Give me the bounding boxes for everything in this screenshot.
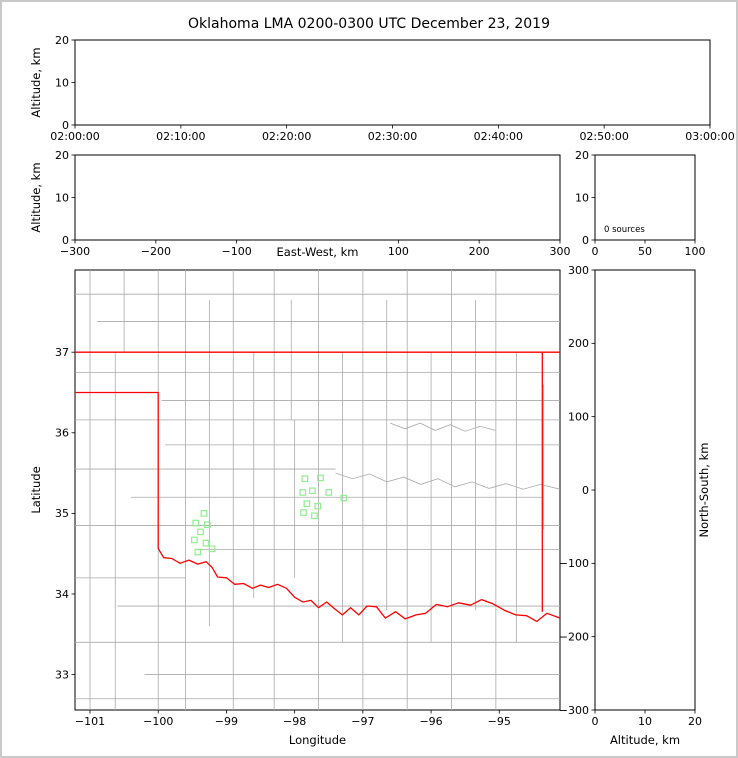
map-x-tick-label: −98 — [283, 715, 306, 728]
map-y-tick-label: 36 — [55, 427, 69, 440]
ns_height-x-tick-label: 20 — [688, 715, 702, 728]
ew_height-x-tick-label: 300 — [550, 245, 571, 258]
ns_height-y-tick-label: −300 — [559, 704, 589, 717]
ew_height-frame — [74, 154, 561, 241]
map-x-tick-label: −101 — [75, 715, 105, 728]
lma-station-marker — [317, 474, 324, 482]
lma-station-marker — [191, 536, 198, 544]
ew_height-y-tick-label: 0 — [62, 234, 69, 247]
county-boundary-river-line — [335, 472, 560, 490]
lma-station-marker — [200, 510, 208, 517]
lma-station-marker — [203, 521, 211, 529]
ns_height-y-tick-label: −100 — [559, 557, 589, 570]
time_height-y-tick-label: 20 — [55, 34, 69, 47]
lma-station-marker — [303, 500, 311, 508]
ns_height-y-tick-label: 100 — [568, 410, 589, 423]
lma-station-marker — [197, 528, 204, 536]
ns_height-y-tick-label: 0 — [582, 484, 589, 497]
time_height-x-tick-label: 02:40:00 — [474, 130, 523, 143]
map-layer — [75, 270, 560, 710]
time_height-y-tick-label: 10 — [55, 76, 69, 89]
map-y-tick-label: 35 — [55, 507, 69, 520]
ns_height-x-tick-label: 0 — [592, 715, 599, 728]
ew_height-x-tick-label: −300 — [60, 245, 90, 258]
lma-station-marker — [300, 509, 307, 516]
map-x-tick-label: −100 — [143, 715, 173, 728]
ns-height-xlabel: Altitude, km — [610, 733, 680, 747]
lma-station-marker — [192, 519, 200, 527]
lma-station-marker — [194, 548, 202, 556]
county-boundary-river-line — [389, 422, 496, 432]
ns_height-y-tick-label: −200 — [559, 630, 589, 643]
lma-station-marker — [314, 502, 322, 510]
figure-title: Oklahoma LMA 0200-0300 UTC December 23, … — [188, 16, 550, 32]
time_height-x-tick-label: 02:20:00 — [262, 130, 311, 143]
ew_height-y-tick-label: 10 — [55, 191, 69, 204]
lma-station-marker — [309, 487, 316, 495]
time_height-x-tick-label: 02:30:00 — [368, 130, 417, 143]
map-x-tick-label: −96 — [419, 715, 442, 728]
hist-y-tick-label: 0 — [582, 234, 589, 247]
lma-station-marker — [325, 489, 333, 496]
hist-y-tick-label: 10 — [575, 191, 589, 204]
hist-x-tick-label: 100 — [685, 245, 706, 258]
time_height-frame — [74, 39, 711, 126]
ns_height-frame — [594, 269, 696, 711]
ns_height-y-tick-label: 200 — [568, 337, 589, 350]
map-y-tick-label: 33 — [55, 668, 69, 681]
ew-height-ylabel: Altitude, km — [29, 162, 43, 232]
time_height-x-tick-label: 02:00:00 — [50, 130, 99, 143]
ew_height-x-tick-label: −200 — [141, 245, 171, 258]
time_height-x-tick-label: 03:00:00 — [685, 130, 734, 143]
hist-x-tick-label: 0 — [592, 245, 599, 258]
hist-x-tick-label: 50 — [638, 245, 652, 258]
time_height-x-tick-label: 02:10:00 — [156, 130, 205, 143]
ns-height-ylabel: North-South, km — [697, 443, 711, 538]
ns_height-y-tick-label: 300 — [568, 264, 589, 277]
ns_height-x-tick-label: 10 — [638, 715, 652, 728]
sources-count-annotation: 0 sources — [604, 225, 645, 235]
ew_height-x-tick-label: 200 — [469, 245, 490, 258]
lma-station-marker — [208, 545, 216, 553]
lma-station-marker — [311, 512, 318, 520]
time_height-y-tick-label: 0 — [62, 119, 69, 132]
map-x-tick-label: −99 — [215, 715, 238, 728]
lma-station-marker — [301, 475, 309, 483]
time-height-ylabel: Altitude, km — [29, 47, 43, 117]
map-y-tick-label: 37 — [55, 346, 69, 359]
hist-y-tick-label: 20 — [575, 149, 589, 162]
map-xlabel: Longitude — [289, 733, 346, 747]
map-ylabel: Latitude — [29, 466, 43, 513]
lma-station-marker — [202, 539, 210, 547]
map-x-tick-label: −95 — [488, 715, 511, 728]
map-frame — [74, 269, 561, 711]
ew_height-x-tick-label: −100 — [222, 245, 252, 258]
state-boundary-line — [75, 391, 560, 623]
ew_height-x-tick-label: 100 — [388, 245, 409, 258]
lma-station-marker — [299, 489, 307, 496]
map-x-tick-label: −97 — [351, 715, 374, 728]
axes-layer: 02:00:00 02:10:00 02:20:00 02:30:00 02:40:00… — [50, 34, 734, 728]
ew_height-y-tick-label: 20 — [55, 149, 69, 162]
lma-station-marker — [340, 494, 348, 502]
map-y-tick-label: 34 — [55, 588, 69, 601]
ew-height-xlabel: East-West, km — [277, 245, 359, 259]
time_height-x-tick-label: 02:50:00 — [579, 130, 628, 143]
